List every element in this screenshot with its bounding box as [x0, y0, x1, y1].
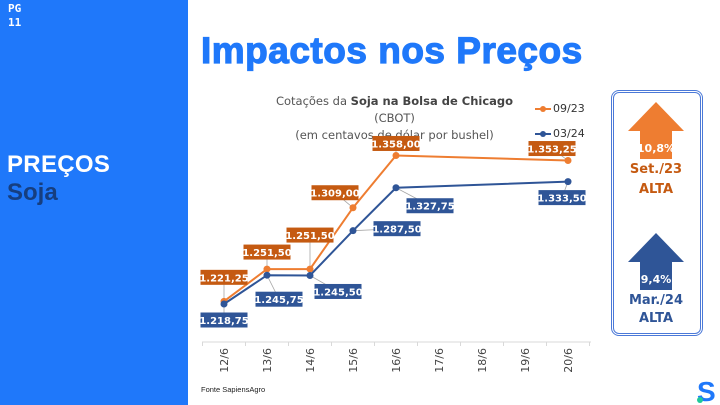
data-label-bg [314, 283, 362, 299]
data-label: 1.245,75 [254, 295, 303, 306]
series-line-0324 [223, 180, 569, 305]
kpi-status-0923: ALTA [638, 182, 674, 197]
source-note: Fonte SapiensAgro [201, 385, 266, 394]
chart-subtitle: (em centavos de dólar por bushel) [295, 128, 494, 142]
kpi-value-0923: 10,8% [636, 142, 676, 155]
data-point [306, 265, 314, 273]
data-label: 1.245,50 [313, 287, 362, 298]
chart-title-prefix: Cotações da [275, 94, 351, 108]
legend-label-0324: 03/24 [553, 127, 585, 140]
data-point [564, 178, 572, 186]
brand-logo-icon: S [697, 378, 716, 404]
data-point [392, 184, 400, 192]
kpi-panel [611, 90, 703, 336]
kpi-value-0324: 9,4% [640, 273, 672, 286]
data-label: 1.309,00 [310, 189, 359, 200]
page-label: PG [8, 2, 22, 15]
page-title: Impactos nos Preços [200, 29, 583, 71]
data-label: 1.333,50 [537, 194, 586, 205]
data-point [306, 271, 314, 279]
data-label-bg [311, 185, 359, 201]
data-label-bg [406, 198, 454, 214]
data-label: 1.287,50 [372, 225, 421, 236]
kpi-status-0324: ALTA [638, 311, 674, 326]
data-point [349, 204, 357, 212]
x-tick-label: 15/6 [347, 348, 360, 373]
section-title: PREÇOS [7, 151, 111, 178]
x-tick-label: 16/6 [390, 348, 403, 373]
legend-item-0324: 03/24 [535, 121, 585, 146]
chart-title: Cotações da Soja na Bolsa de Chicago (CB… [262, 93, 527, 144]
data-label-bg [528, 141, 576, 157]
chart-title-bold: Soja na Bolsa de Chicago [350, 94, 514, 108]
data-label: 1.358,00 [371, 139, 420, 150]
x-tick-label: 17/6 [433, 348, 446, 373]
kpi-period-0324: Mar./24 [628, 293, 684, 308]
data-point [392, 151, 400, 159]
data-label: 1.327,75 [405, 202, 454, 213]
data-point [564, 157, 572, 165]
kpi-period-0923: Set./23 [629, 162, 683, 177]
data-label: 1.221,25 [199, 273, 248, 284]
section-subtitle: Soja [7, 179, 58, 206]
logo-letter: S [697, 378, 716, 404]
legend-item-0923: 09/23 [535, 96, 585, 121]
data-point [349, 227, 357, 235]
x-tick-label: 20/6 [562, 348, 575, 373]
data-label-bg [243, 244, 291, 260]
data-label: 1.353,25 [527, 145, 576, 156]
data-label: 1.218,75 [199, 316, 248, 327]
page-number: 11 [8, 16, 22, 29]
data-point [263, 265, 271, 273]
legend-swatch-0923 [535, 105, 551, 112]
x-tick-label: 19/6 [519, 348, 532, 373]
x-tick-label: 13/6 [261, 348, 274, 373]
chart-title-suffix: (CBOT) [374, 111, 415, 125]
page-indicator: PG 11 [8, 2, 21, 30]
data-point [263, 271, 271, 279]
legend-label-0923: 09/23 [553, 102, 585, 115]
legend-swatch-0324 [535, 130, 551, 137]
data-label-bg [373, 221, 421, 237]
data-label-bg [286, 227, 334, 243]
data-label-bg [255, 291, 303, 307]
data-label-bg [538, 190, 586, 206]
data-point [220, 300, 228, 308]
logo-dot [697, 397, 703, 403]
x-tick-label: 14/6 [304, 348, 317, 373]
sidebar: PG 11 PREÇOS Soja [0, 0, 188, 405]
x-tick-label: 18/6 [476, 348, 489, 373]
data-label-bg [372, 135, 420, 151]
data-label-bg [200, 312, 248, 328]
x-tick-label: 12/6 [218, 348, 231, 373]
data-label-bg [200, 269, 248, 285]
data-label: 1.251,50 [285, 231, 334, 242]
data-label: 1.251,50 [242, 248, 291, 259]
chart-legend: 09/23 03/24 [535, 96, 585, 146]
